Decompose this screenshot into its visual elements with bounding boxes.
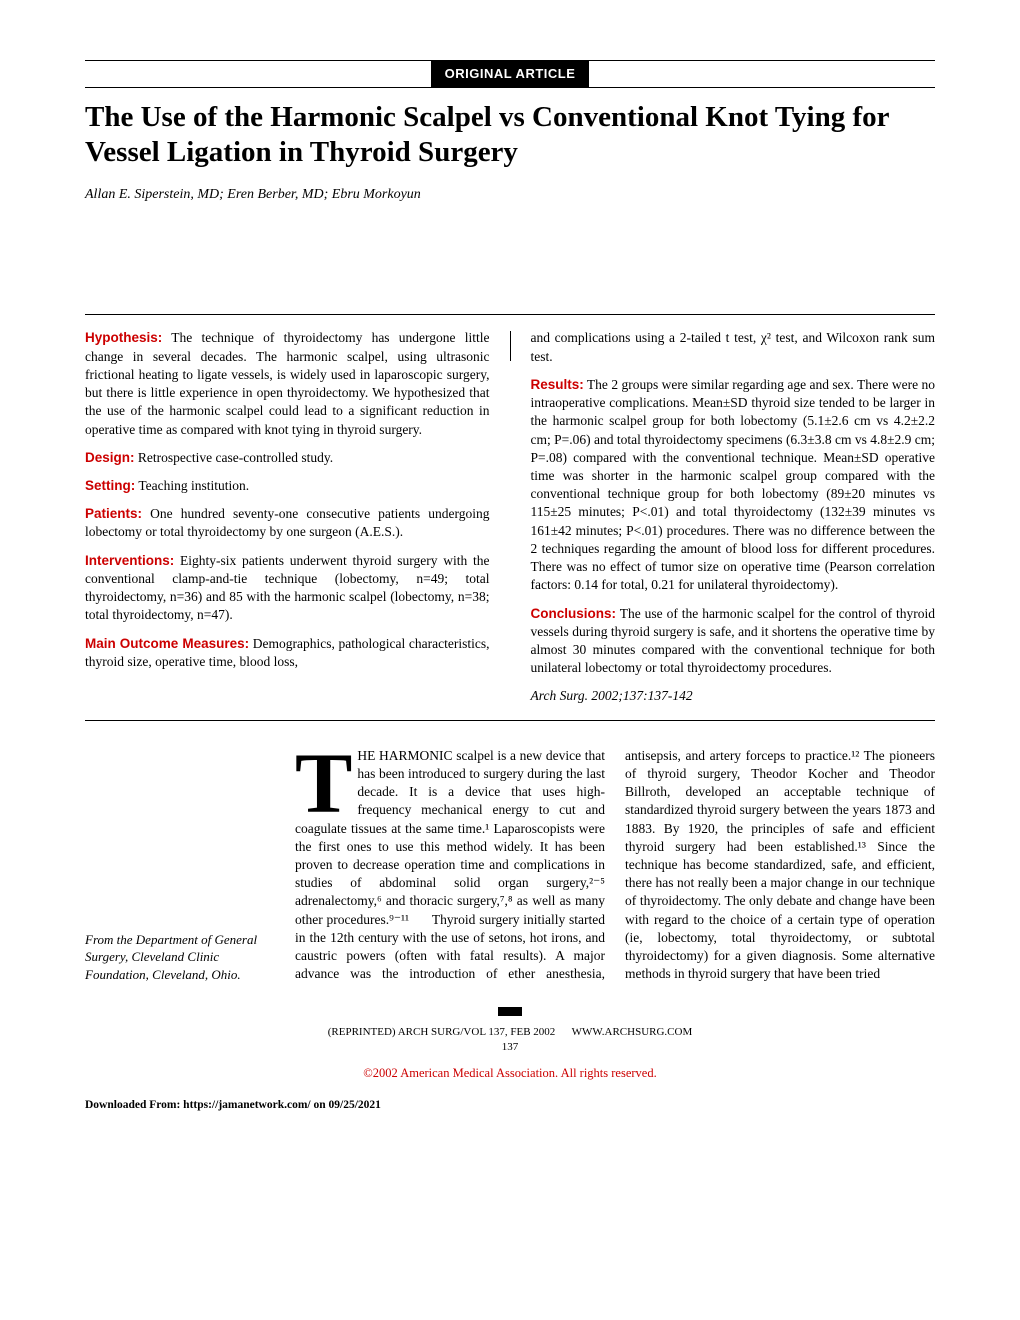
footer-page-number: 137 — [85, 1040, 935, 1055]
abstract-divider — [510, 331, 511, 361]
abstract-interventions: Interventions: Eighty-six patients under… — [85, 552, 490, 625]
drop-cap: T — [295, 747, 357, 816]
body-section: From the Department of General Surgery, … — [85, 747, 935, 984]
design-label: Design: — [85, 450, 135, 465]
footer-url: WWW.ARCHSURG.COM — [572, 1026, 693, 1038]
abstract-setting: Setting: Teaching institution. — [85, 477, 490, 495]
hypothesis-label: Hypothesis: — [85, 330, 162, 345]
citation-text: Arch Surg. 2002;137:137-142 — [531, 688, 693, 703]
body-text-columns: THE HARMONIC scalpel is a new device tha… — [295, 747, 935, 984]
interventions-label: Interventions: — [85, 553, 174, 568]
results-text: The 2 groups were similar regarding age … — [531, 377, 936, 592]
body-para2-indent — [413, 912, 432, 927]
download-line: Downloaded From: https://jamanetwork.com… — [85, 1098, 935, 1114]
first-words-smallcaps: HE HARMONIC — [357, 748, 452, 763]
conclusions-label: Conclusions: — [531, 606, 617, 621]
abstract-outcome-measures: Main Outcome Measures: Demographics, pat… — [85, 635, 490, 671]
abstract-left-column: Hypothesis: The technique of thyroidecto… — [85, 329, 490, 705]
setting-label: Setting: — [85, 478, 135, 493]
patients-text: One hundred seventy-one consecutive pati… — [85, 506, 490, 539]
affiliation-text: From the Department of General Surgery, … — [85, 931, 275, 984]
abstract-hypothesis: Hypothesis: The technique of thyroidecto… — [85, 329, 490, 438]
footer-mark-icon — [498, 1007, 522, 1016]
results-label: Results: — [531, 377, 584, 392]
abstract-patients: Patients: One hundred seventy-one consec… — [85, 505, 490, 541]
page-footer: (REPRINTED) ARCH SURG/VOL 137, FEB 2002 … — [85, 1007, 935, 1055]
patients-label: Patients: — [85, 506, 142, 521]
abstract-results: Results: The 2 groups were similar regar… — [531, 376, 936, 595]
footer-reprint-line: (REPRINTED) ARCH SURG/VOL 137, FEB 2002 — [328, 1026, 556, 1038]
mom-continuation: and complications using a 2-tailed t tes… — [531, 329, 936, 365]
footer-line: (REPRINTED) ARCH SURG/VOL 137, FEB 2002 … — [85, 1025, 935, 1040]
article-type-label: ORIGINAL ARTICLE — [431, 60, 590, 88]
setting-text: Teaching institution. — [135, 478, 249, 493]
abstract-box: Hypothesis: The technique of thyroidecto… — [85, 314, 935, 720]
copyright-line: ©2002 American Medical Association. All … — [85, 1065, 935, 1082]
abstract-right-column: and complications using a 2-tailed t tes… — [531, 329, 936, 705]
article-title: The Use of the Harmonic Scalpel vs Conve… — [85, 100, 935, 170]
abstract-design: Design: Retrospective case-controlled st… — [85, 449, 490, 467]
affiliation-column: From the Department of General Surgery, … — [85, 747, 275, 984]
design-text: Retrospective case-controlled study. — [135, 450, 334, 465]
article-type-bar: ORIGINAL ARTICLE — [85, 60, 935, 88]
abstract-citation: Arch Surg. 2002;137:137-142 — [531, 687, 936, 705]
abstract-conclusions: Conclusions: The use of the harmonic sca… — [531, 605, 936, 678]
authors-line: Allan E. Siperstein, MD; Eren Berber, MD… — [85, 186, 935, 205]
hypothesis-text: The technique of thyroidectomy has under… — [85, 330, 490, 436]
mom-label: Main Outcome Measures: — [85, 636, 249, 651]
